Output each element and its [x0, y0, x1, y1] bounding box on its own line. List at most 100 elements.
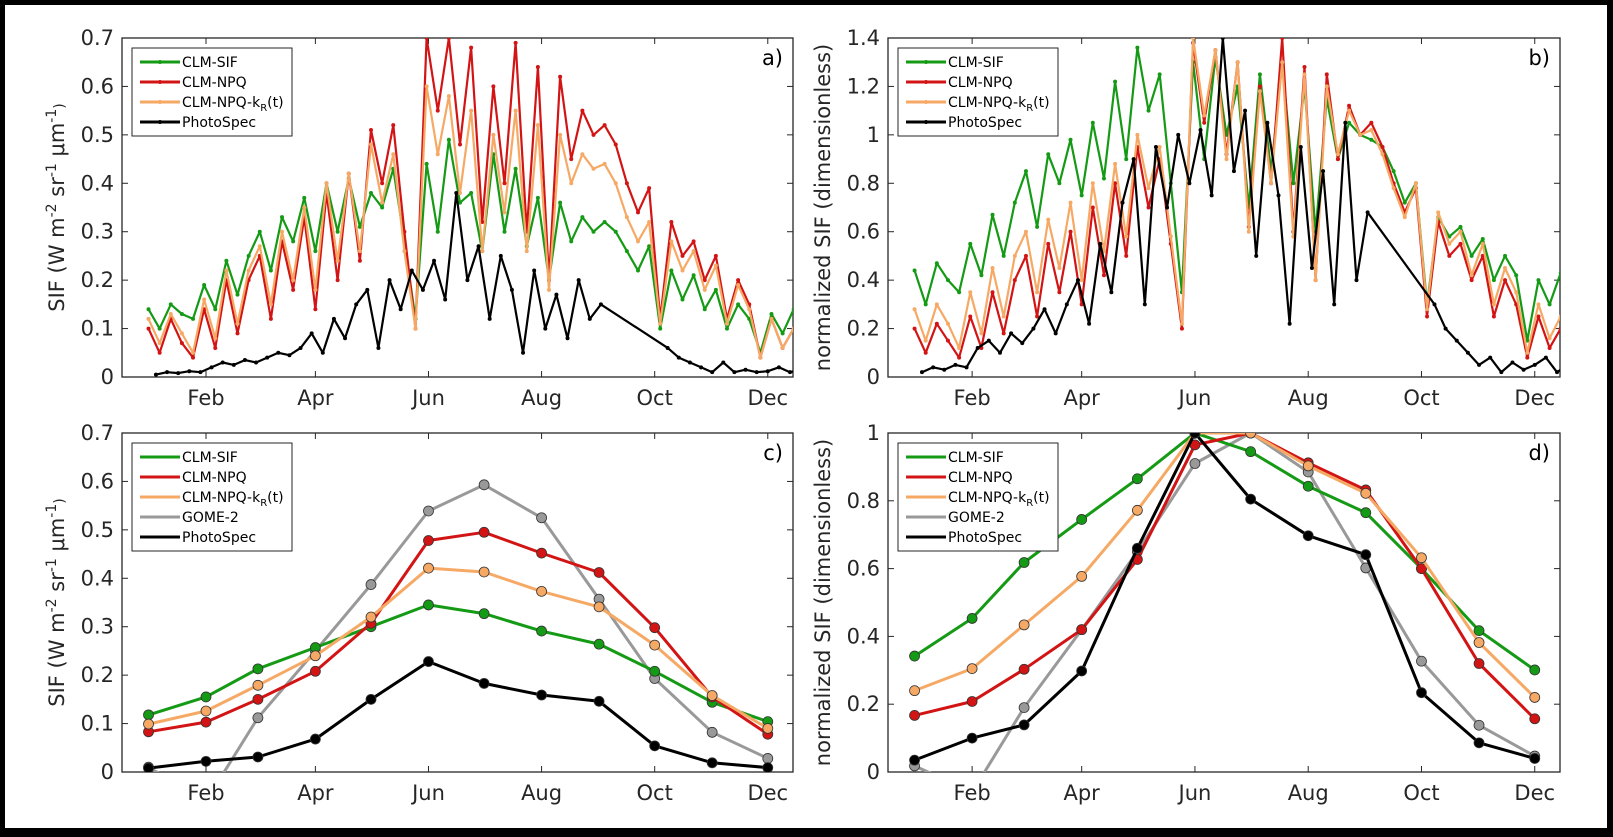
legend-marker — [158, 100, 162, 104]
data-point — [168, 302, 173, 307]
data-point — [1425, 314, 1430, 319]
data-point — [699, 365, 704, 370]
data-point — [380, 200, 385, 205]
panel-a: 0 0.1 0.2 0.3 0.4 0.5 0.6 0.7 Feb Apr Jun Aug Oct Dec… — [44, 26, 794, 410]
data-point — [1581, 346, 1585, 350]
y-axis-label-part: -1 — [44, 504, 60, 518]
data-point — [1458, 224, 1463, 229]
data-point — [580, 152, 585, 157]
data-point — [923, 302, 928, 307]
data-point — [1009, 331, 1014, 336]
data-point — [1473, 625, 1485, 637]
data-point — [276, 350, 281, 355]
data-point — [649, 665, 661, 677]
data-point — [268, 302, 273, 307]
data-point — [535, 65, 540, 70]
data-point — [365, 579, 377, 590]
data-point — [478, 526, 490, 538]
data-point — [1001, 314, 1006, 319]
x-tick-label: Jun — [410, 386, 445, 410]
data-point — [502, 181, 507, 186]
panel-label: d) — [1528, 441, 1550, 465]
data-point — [402, 249, 407, 254]
data-point — [547, 287, 551, 292]
data-point — [769, 312, 774, 317]
series-line-photospec — [148, 660, 768, 770]
data-point — [1146, 186, 1151, 191]
data-point — [1035, 290, 1040, 295]
data-point — [443, 297, 448, 302]
data-point — [420, 287, 425, 292]
data-point — [732, 370, 737, 375]
data-point — [1360, 487, 1372, 499]
data-point — [1555, 370, 1560, 375]
data-point — [1057, 290, 1062, 295]
data-point — [1023, 169, 1028, 174]
data-point — [1068, 229, 1073, 234]
data-point — [413, 326, 418, 331]
data-point — [391, 123, 396, 128]
data-point — [1280, 60, 1285, 65]
legend-label-part: CLM-NPQ-k — [948, 95, 1027, 111]
data-point — [1046, 217, 1051, 222]
data-point — [1235, 60, 1240, 65]
data-point — [1480, 241, 1485, 246]
data-point — [235, 331, 240, 336]
data-point — [1068, 200, 1073, 205]
data-point — [1231, 169, 1236, 174]
data-point — [409, 268, 414, 273]
y-tick-label: 0.4 — [847, 624, 880, 648]
data-point — [1124, 157, 1129, 162]
data-point — [1090, 181, 1095, 186]
y-axis-label-part: SIF (W m — [45, 217, 69, 311]
data-point — [736, 282, 741, 287]
legend-marker — [158, 60, 162, 64]
data-point — [335, 229, 340, 234]
data-point — [1313, 278, 1318, 283]
data-point — [602, 161, 607, 166]
x-tick-label: Jun — [410, 781, 445, 805]
data-point — [509, 287, 514, 292]
data-point — [1473, 637, 1485, 648]
data-point — [423, 656, 434, 667]
legend-label-part: (t) — [267, 95, 283, 111]
data-point — [224, 258, 229, 263]
data-point — [478, 479, 490, 491]
data-point — [1503, 266, 1508, 271]
data-point — [658, 326, 663, 331]
data-point — [743, 367, 748, 372]
data-point — [593, 695, 605, 707]
y-tick-label: 0.6 — [847, 557, 880, 581]
legend-marker — [924, 60, 928, 64]
legend-label: PhotoSpec — [948, 530, 1022, 546]
data-point — [909, 685, 920, 697]
data-point — [649, 622, 661, 634]
data-point — [478, 566, 490, 578]
legend-label: CLM-SIF — [182, 55, 238, 71]
data-point — [966, 663, 978, 675]
y-tick-label: 0 — [101, 365, 114, 389]
x-tick-label: Feb — [187, 781, 224, 805]
data-point — [235, 292, 240, 297]
data-point — [1191, 38, 1196, 40]
data-point — [146, 307, 151, 312]
y-tick-label: 0.2 — [847, 317, 880, 341]
data-point — [146, 316, 151, 321]
data-point — [1529, 692, 1541, 703]
legend-label-sub: R — [260, 103, 267, 114]
data-point — [458, 200, 463, 205]
data-point — [176, 371, 181, 376]
data-point — [1391, 186, 1396, 191]
data-point — [187, 369, 192, 374]
data-point — [1499, 370, 1504, 375]
data-point — [313, 249, 318, 254]
data-point — [613, 142, 618, 147]
x-tick-label: Feb — [954, 781, 991, 805]
data-point — [1503, 253, 1508, 258]
data-point — [458, 142, 463, 147]
data-point — [198, 370, 203, 375]
data-point — [791, 326, 793, 331]
data-point — [990, 266, 995, 271]
data-point — [498, 253, 503, 258]
data-point — [1321, 169, 1326, 174]
